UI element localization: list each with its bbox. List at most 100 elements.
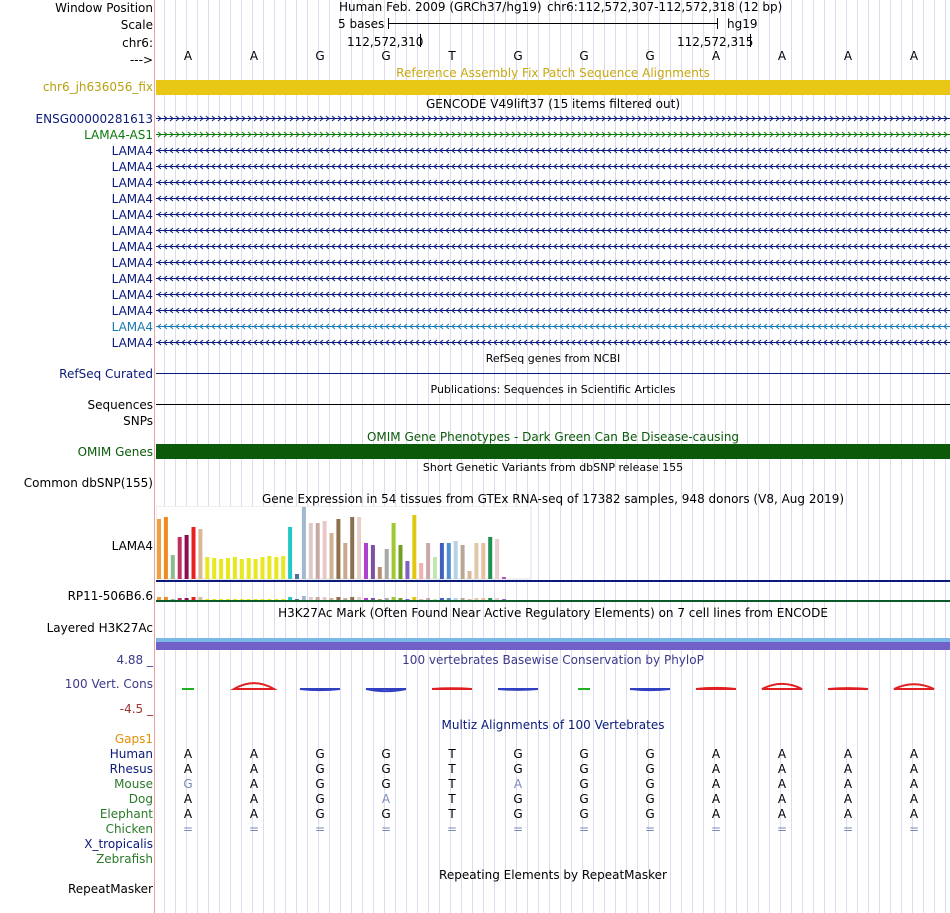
gencode-item-strand[interactable] (156, 337, 950, 348)
phylop-score-mark (365, 688, 407, 693)
gencode-item-label[interactable]: LAMA4 (111, 144, 153, 158)
multiz-base: = (380, 822, 392, 836)
gencode-item-label[interactable]: LAMA4 (111, 256, 153, 270)
gtex-bar-gene2 (301, 596, 306, 600)
base-letter: A (843, 49, 853, 63)
multiz-base: A (183, 762, 193, 776)
multiz-base: A (183, 807, 193, 821)
gtex-bar (488, 537, 493, 579)
gencode-item-label[interactable]: LAMA4 (111, 160, 153, 174)
gencode-item-strand[interactable] (156, 241, 950, 252)
multiz-species-label[interactable]: Human (109, 747, 153, 761)
gencode-item-strand[interactable] (156, 289, 950, 300)
gencode-item-label[interactable]: LAMA4 (111, 304, 153, 318)
gtex-bar (246, 558, 251, 579)
gtex-bar-gene2 (364, 598, 368, 600)
multiz-base: T (448, 747, 456, 761)
gtex-bar (267, 556, 272, 579)
gtex-bar-gene2 (343, 598, 348, 600)
refseq-label[interactable]: RefSeq Curated (59, 367, 153, 381)
fix-patch-bar[interactable] (156, 80, 950, 95)
gencode-item-label[interactable]: LAMA4 (111, 288, 153, 302)
multiz-base: G (579, 792, 589, 806)
multiz-base: = (512, 822, 524, 836)
gtex-bar (419, 563, 424, 579)
gtex-bar-gene2 (357, 597, 362, 600)
multiz-species-label[interactable]: Rhesus (109, 762, 153, 776)
gtex-bar-gene2 (212, 599, 217, 600)
gencode-item-strand[interactable] (156, 193, 950, 204)
multiz-species-label[interactable]: Chicken (105, 822, 153, 836)
gencode-item-strand[interactable] (156, 161, 950, 172)
multiz-base: A (843, 762, 853, 776)
gencode-item-label[interactable]: LAMA4 (111, 320, 153, 334)
gtex-bar (460, 545, 465, 579)
gencode-item-strand[interactable] (156, 321, 950, 332)
gtex-bar-gene2 (350, 597, 355, 600)
multiz-base: G (315, 792, 325, 806)
gtex-gene1-label[interactable]: LAMA4 (111, 539, 153, 553)
gencode-item-strand[interactable] (156, 225, 950, 236)
refseq-line[interactable] (156, 373, 950, 374)
gtex-bar-gene2 (246, 599, 251, 600)
multiz-base: G (513, 792, 523, 806)
gencode-item-label[interactable]: LAMA4 (111, 224, 153, 238)
multiz-base: = (644, 822, 656, 836)
gtex-bar-gene2 (481, 598, 486, 600)
multiz-base: T (448, 792, 456, 806)
gencode-item-strand[interactable] (156, 177, 950, 188)
phylop-score-mark (761, 682, 803, 690)
gtex-bar-gene2 (426, 598, 431, 600)
gencode-item-strand[interactable] (156, 305, 950, 316)
h3k27ac-label[interactable]: Layered H3K27Ac (46, 621, 153, 635)
gencode-item-label[interactable]: LAMA4 (111, 240, 153, 254)
scale-text: 5 bases (338, 17, 385, 31)
multiz-species-label[interactable]: X_tropicalis (84, 837, 153, 851)
scale-bar-left-tick (388, 18, 389, 29)
gencode-item-strand[interactable] (156, 257, 950, 268)
label-divider (154, 0, 155, 913)
gencode-item-label[interactable]: LAMA4 (111, 208, 153, 222)
gencode-item-label[interactable]: LAMA4 (111, 272, 153, 286)
gencode-item-label[interactable]: LAMA4 (111, 176, 153, 190)
gtex-bar-gene2 (391, 597, 396, 600)
omim-bar[interactable] (156, 444, 950, 459)
gencode-item-label[interactable]: LAMA4-AS1 (84, 128, 153, 142)
gencode-item-label[interactable]: LAMA4 (111, 192, 153, 206)
gtex-bar (281, 556, 286, 579)
multiz-base: A (249, 762, 259, 776)
gencode-item-label[interactable]: ENSG00000281613 (35, 112, 153, 126)
gtex-bar (370, 545, 375, 579)
dbsnp-label[interactable]: Common dbSNP(155) (23, 476, 153, 490)
multiz-species-label[interactable]: Dog (128, 792, 153, 806)
multiz-species-label[interactable]: Elephant (99, 807, 153, 821)
position-text[interactable]: chr6:112,572,307-112,572,318 (12 bp) (547, 0, 783, 14)
phylop-chart[interactable] (156, 676, 950, 700)
multiz-base: A (249, 747, 259, 761)
omim-label[interactable]: OMIM Genes (77, 445, 153, 459)
gtex-bar (481, 543, 486, 579)
gencode-item-strand[interactable] (156, 209, 950, 220)
multiz-species-label[interactable]: Zebrafish (96, 852, 153, 866)
snps-label[interactable]: SNPs (123, 414, 153, 428)
gencode-item-strand[interactable] (156, 273, 950, 284)
publications-label[interactable]: Sequences (87, 398, 153, 412)
gencode-item-strand[interactable] (156, 113, 950, 124)
gencode-item-strand[interactable] (156, 145, 950, 156)
gencode-item-strand[interactable] (156, 129, 950, 140)
db-name: hg19 (727, 17, 758, 31)
multiz-base: A (711, 807, 721, 821)
gencode-item-label[interactable]: LAMA4 (111, 336, 153, 350)
gtex-bar (315, 523, 320, 579)
publications-line[interactable] (156, 404, 950, 405)
multiz-species-label[interactable]: Mouse (114, 777, 153, 791)
phylop-score-mark (431, 687, 473, 690)
repeatmasker-label[interactable]: RepeatMasker (67, 882, 153, 896)
gtex-chart[interactable] (156, 506, 950, 602)
phylop-label[interactable]: 100 Vert. Cons (64, 677, 153, 691)
gtex-gene2-label[interactable]: RP11-506B6.6 (67, 589, 153, 603)
fix-patch-label[interactable]: chr6_jh636056_fix (42, 80, 153, 94)
gtex-bar-gene2 (405, 599, 410, 600)
phylop-score-mark (695, 686, 737, 690)
coord-label-1: 112,572,310 (347, 35, 424, 49)
